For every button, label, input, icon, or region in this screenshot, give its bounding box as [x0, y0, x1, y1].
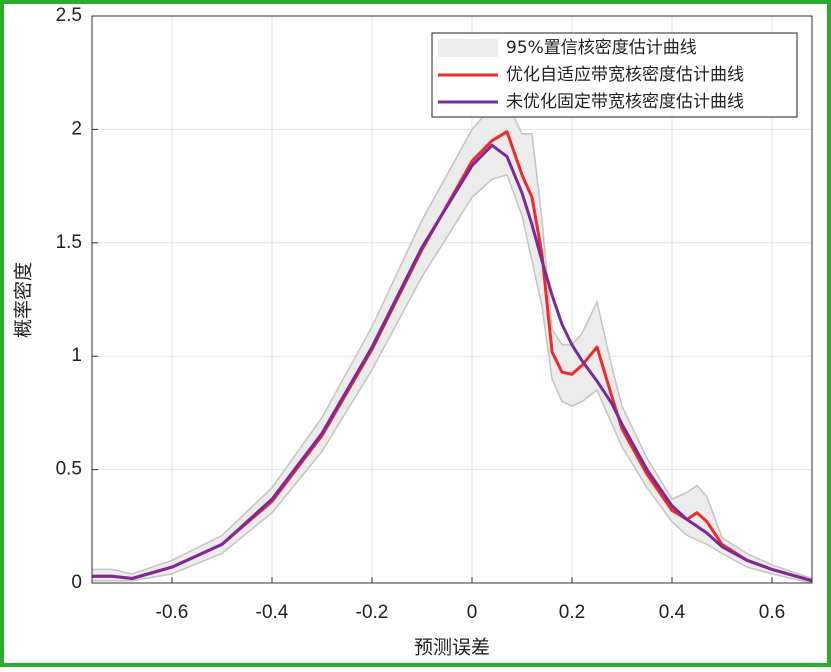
y-tick-label: 2.5 [56, 5, 82, 26]
legend-swatch [438, 39, 498, 57]
y-axis-label: 概率密度 [13, 262, 35, 338]
x-tick-label: 0 [467, 602, 478, 623]
confidence-band [92, 102, 812, 583]
x-tick-label: 0.2 [559, 602, 585, 623]
density-line [92, 143, 813, 583]
y-tick-label: 1 [71, 345, 82, 366]
x-axis-label: 预测误差 [414, 637, 490, 659]
plot-border [91, 15, 813, 584]
density-line [92, 130, 813, 583]
y-tick-label: 0 [71, 572, 82, 593]
y-tick-label: 1.5 [56, 232, 82, 253]
x-tick-label: -0.4 [256, 602, 289, 623]
y-tick-label: 2 [71, 118, 82, 139]
band-upper [92, 101, 813, 580]
band-lower [92, 173, 813, 584]
x-tick-label: 0.6 [759, 602, 785, 623]
legend-label: 未优化固定带宽核密度估计曲线 [506, 92, 744, 112]
y-tick-label: 0.5 [56, 459, 82, 480]
x-tick-label: 0.4 [659, 602, 686, 623]
legend-label: 95%置信核密度估计曲线 [506, 38, 697, 58]
legend-label: 优化自适应带宽核密度估计曲线 [506, 65, 744, 85]
x-tick-label: -0.6 [156, 602, 189, 623]
x-tick-label: -0.2 [356, 602, 389, 623]
